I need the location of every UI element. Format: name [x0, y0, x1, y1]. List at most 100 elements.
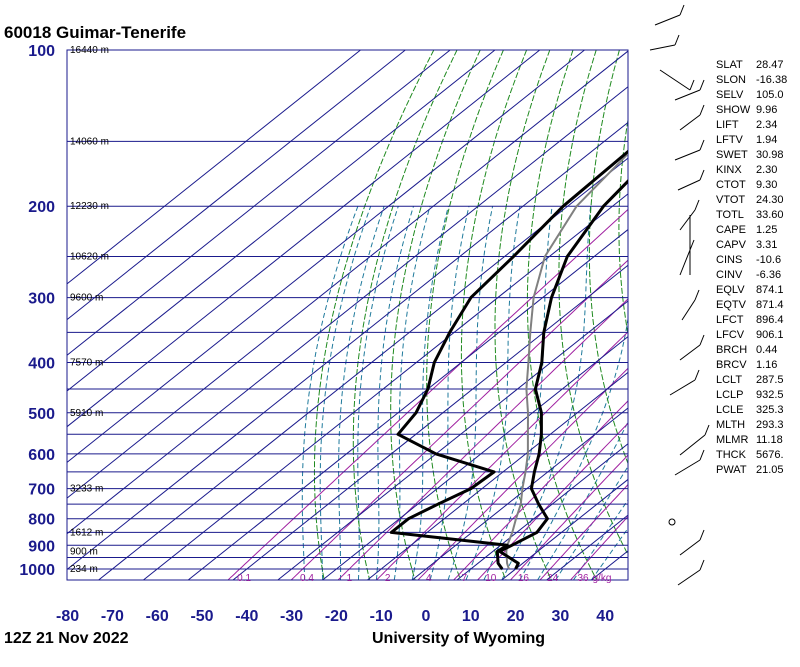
dry-adiabat-line: [588, 50, 628, 465]
index-value: 33.60: [756, 209, 784, 221]
mixing-ratio-label: 36: [578, 573, 590, 584]
isotherm-line: [367, 371, 628, 580]
index-name: LFCV: [716, 329, 745, 341]
wind-barb-staff: [679, 434, 706, 456]
moist-adiabat-line: [590, 527, 628, 580]
temperature-tick-label: -10: [370, 608, 393, 625]
isotherm-line: [501, 478, 628, 580]
index-value: 21.05: [756, 464, 784, 476]
wind-barb-feather: [699, 559, 705, 571]
temperature-tick-label: 10: [462, 608, 480, 625]
temperature-tick-label: -30: [280, 608, 303, 625]
index-value: 3.31: [756, 239, 777, 251]
index-name: LIFT: [716, 119, 739, 131]
dewpoint-profile-line: [389, 149, 628, 570]
index-value: -16.38: [756, 74, 787, 86]
pressure-tick-label: 800: [28, 512, 55, 529]
height-label: 5910 m: [70, 408, 103, 419]
isotherm-line: [67, 121, 628, 571]
wind-barb-feather: [699, 104, 705, 116]
isobar-lines: [66, 49, 629, 581]
index-name: MLTH: [716, 419, 745, 431]
dry-adiabat-line: [460, 50, 528, 580]
isotherm-line: [232, 264, 628, 580]
dry-adiabat-line: [494, 50, 552, 580]
temperature-tick-label: 40: [596, 608, 614, 625]
isotherm-line: [322, 336, 628, 580]
wind-barb-feather: [679, 4, 685, 16]
index-name: CTOT: [716, 179, 746, 191]
date-time-label: 12Z 21 Nov 2022: [4, 630, 129, 647]
mixing-ratio-line: [570, 515, 628, 580]
sounding-profiles: [389, 149, 628, 570]
wind-barb-staff: [674, 89, 701, 101]
index-name: CINV: [716, 269, 743, 281]
index-value: 9.96: [756, 104, 777, 116]
mixing-ratio-label: 24: [547, 573, 559, 584]
temperature-tick-label: -50: [190, 608, 213, 625]
index-name: LFCT: [716, 314, 744, 326]
dry-adiabat-line: [526, 50, 598, 580]
index-value: -6.36: [756, 269, 781, 281]
mixing-ratio-line: [290, 259, 628, 580]
isotherm-lines: [67, 50, 628, 580]
index-value: 871.4: [756, 299, 784, 311]
moist-adiabat-line: [465, 206, 521, 580]
moist-adiabat-line: [537, 420, 628, 580]
index-name: KINX: [716, 164, 742, 176]
isotherm-line: [67, 50, 496, 392]
index-value: 24.30: [756, 194, 784, 206]
temperature-tick-label: -40: [235, 608, 258, 625]
isotherm-line: [67, 50, 406, 321]
index-value: 30.98: [756, 149, 784, 161]
index-value: 874.1: [756, 284, 784, 296]
plot-frame: [66, 49, 629, 581]
wind-barb-feather: [699, 169, 705, 181]
isotherm-line: [143, 193, 628, 580]
index-value: 105.0: [756, 89, 784, 101]
mixing-ratio-line: [227, 208, 628, 580]
index-value: 325.3: [756, 404, 784, 416]
index-value: -10.6: [756, 254, 781, 266]
index-value: 932.5: [756, 389, 784, 401]
pressure-tick-label: 500: [28, 406, 55, 423]
index-value: 287.5: [756, 374, 784, 386]
index-value: 28.47: [756, 59, 784, 71]
index-value: 293.3: [756, 419, 784, 431]
mixing-ratio-line: [510, 454, 628, 580]
moist-adiabat-line: [375, 206, 414, 580]
wind-barb-staff: [679, 249, 691, 276]
index-name: PWAT: [716, 464, 747, 476]
wind-barb-staff: [674, 149, 701, 161]
dry-adiabat-lines: [313, 50, 628, 580]
wind-barb-feather: [694, 289, 700, 301]
wind-barb-staff: [679, 344, 701, 361]
wind-barb-staff: [679, 539, 701, 556]
mixing-ratio-label: 7: [461, 573, 467, 584]
wind-barb-staff: [659, 69, 691, 91]
wind-barb-feather: [689, 239, 695, 251]
wind-barb-staff: [677, 569, 701, 586]
wind-barb-staff: [677, 179, 701, 191]
temperature-tick-label: -70: [101, 608, 124, 625]
height-label: 10620 m: [70, 252, 109, 263]
temperature-profile-line: [498, 179, 628, 570]
index-name: LCLE: [716, 404, 744, 416]
moist-adiabat-line: [319, 206, 372, 580]
moist-adiabat-line: [447, 206, 494, 580]
index-name: THCK: [716, 449, 747, 461]
wind-barbs: [649, 4, 710, 586]
height-label: 3233 m: [70, 484, 103, 495]
height-label: 234 m: [70, 564, 98, 575]
temperature-tick-label: 20: [507, 608, 525, 625]
index-name: LFTV: [716, 134, 744, 146]
height-label: 16440 m: [70, 45, 109, 56]
wind-barb-staff: [681, 299, 696, 321]
wind-barb-feather: [699, 334, 705, 346]
isotherm-line: [277, 300, 628, 580]
index-name: EQTV: [716, 299, 747, 311]
index-name: CAPV: [716, 239, 747, 251]
index-name: LCLP: [716, 389, 744, 401]
index-value: 2.34: [756, 119, 777, 131]
